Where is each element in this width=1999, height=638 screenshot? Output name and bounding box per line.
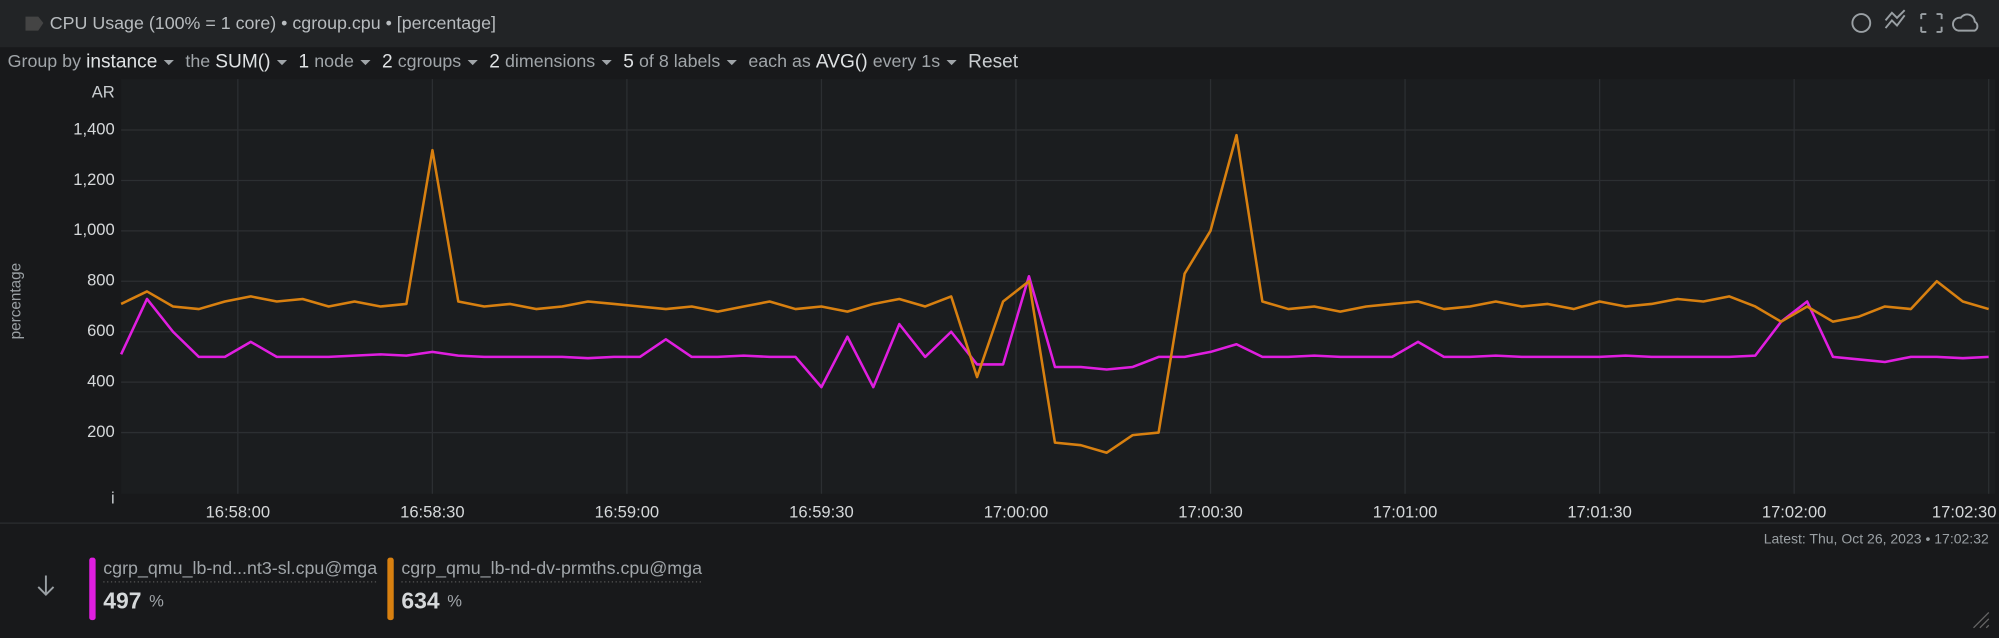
header-bar [0,0,1999,48]
toolbar-text: 2 [382,52,393,73]
chart-title: CPU Usage (100% = 1 core) • cgroup.cpu •… [50,13,496,33]
legend-item[interactable]: cgrp_qmu_lb-nd...nt3-sl.cpu@mga 497% [89,557,377,621]
y-tick-label: 1,000 [73,220,114,239]
toolbar-text: 5 [623,52,634,73]
plot-area [121,79,1996,494]
legend-unit: % [149,592,164,611]
legend-item[interactable]: cgrp_qmu_lb-nd-dv-prmths.cpu@mga 634% [387,557,702,621]
info-button[interactable] [1851,13,1872,33]
x-tick-label: 17:00:00 [984,502,1049,521]
dropdown-caret [467,59,478,66]
legend-name: cgrp_qmu_lb-nd-dv-prmths.cpu@mga [401,558,702,579]
series-line [120,133,1990,455]
toolbar-text: node [314,51,354,71]
x-tick-label: 16:59:00 [595,502,660,521]
toolbar-dropdown[interactable]: 2 cgroups [382,51,478,73]
x-tick-label: 17:01:30 [1567,502,1632,521]
x-tick-label: 16:58:00 [206,502,271,521]
toolbar-text: each as [748,51,811,71]
dropdown-caret [726,59,737,66]
dropdown-caret [360,59,371,66]
legend-swatch [89,557,96,621]
header-actions[interactable] [1851,9,1979,33]
series-line [119,274,1989,389]
toolbar-text: 1 [299,52,310,73]
y-axis-label: percentage [8,263,25,340]
y-axis-bottom-text: i [111,488,115,507]
legend-value: 634 [401,587,439,613]
toolbar-dropdown[interactable]: the SUM() [185,51,288,73]
toolbar-dropdown[interactable]: 2 dimensions [489,51,612,73]
y-tick-label: 200 [87,422,115,441]
toolbar-text: AVG() [816,52,868,73]
toolbar-dropdown[interactable]: 5 of 8 labels [623,51,737,73]
toolbar-text: 2 [489,52,500,73]
x-tick-label: 17:01:00 [1373,502,1438,521]
alert-button[interactable] [1952,13,1979,32]
legend-unit: % [447,592,462,611]
legend-name: cgrp_qmu_lb-nd...nt3-sl.cpu@mga [103,558,377,579]
expand-legend-button[interactable] [37,575,55,596]
fullscreen-button[interactable] [1920,13,1943,33]
legend-value: 497 [103,587,141,613]
toolbar-text: of 8 labels [639,51,720,71]
x-tick-label: 17:00:30 [1178,502,1243,521]
x-tick-label: 17:02:30 [1932,502,1997,521]
toolbar-text: the [185,51,210,71]
legend-swatch [387,557,394,621]
x-tick-label: 16:59:30 [789,502,854,521]
toolbar-dropdown[interactable]: each as AVG() every 1s [748,51,957,73]
dropdown-caret [276,59,288,66]
chart-type-button[interactable] [1884,9,1906,29]
dropdown-caret [601,59,612,66]
x-tick-label: 17:02:00 [1762,502,1827,521]
toolbar-text: cgroups [398,51,462,71]
dropdown-caret [163,59,174,66]
y-axis-top-text: AR [92,83,115,102]
y-tick-label: 1,400 [73,119,114,138]
toolbar-text: Group by [8,51,81,71]
toolbar-text: every 1s [873,51,940,71]
toolbar-dropdown[interactable]: 1 node [299,51,371,73]
y-tick-label: 800 [87,271,115,290]
toolbar-text: dimensions [505,51,595,71]
lines [119,133,1990,455]
dropdown-caret [946,59,957,66]
toolbar-dropdown[interactable]: Group by instance [8,51,174,73]
y-tick-label: 600 [87,321,115,340]
toolbar-text: instance [86,52,157,73]
y-tick-label: 400 [87,372,115,391]
grid: 200 400 600 800 1,000 1,200 1,400 16:58:00 16:58… [73,79,1996,521]
latest-timestamp: Latest: Thu, Oct 26, 2023 • 17:02:32 [1764,530,1989,546]
chart-icon [25,16,44,31]
resize-handle[interactable] [1973,612,1990,629]
reset-button[interactable]: Reset [968,52,1019,73]
toolbar: Group by instance the SUM() 1 node 2 cgroups 2 di… [8,51,957,73]
x-tick-label: 16:58:30 [400,502,465,521]
y-tick-label: 1,200 [73,170,114,189]
toolbar-text: SUM() [215,52,270,73]
